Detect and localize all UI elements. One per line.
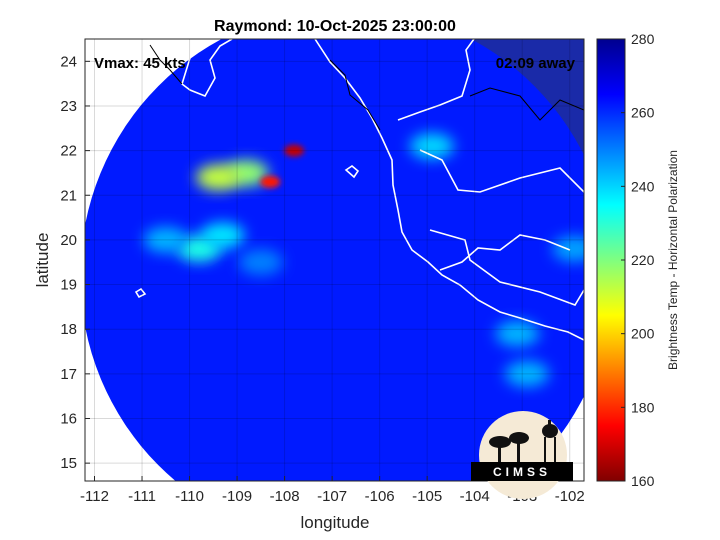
cimss-logo: CIMSS — [471, 411, 573, 499]
tb-feature — [196, 164, 241, 191]
y-tick-label: 18 — [60, 321, 77, 338]
colorbar-tick-label: 240 — [631, 178, 655, 194]
colorbar-tick-label: 260 — [631, 105, 655, 121]
y-tick-label: 16 — [60, 410, 77, 427]
y-tick-label: 23 — [60, 98, 77, 115]
tb-feature — [409, 133, 454, 160]
colorbar-label: Brightness Temp - Horizontal Polarizatio… — [666, 150, 680, 370]
grid-lines — [85, 39, 584, 481]
tb-feature — [284, 144, 305, 157]
x-tick-label: -109 — [222, 488, 252, 505]
x-tick-label: -107 — [317, 488, 347, 505]
swath-ellipse — [85, 39, 584, 481]
y-tick-label: 15 — [60, 455, 77, 472]
tb-feature — [238, 249, 283, 276]
x-tick-label: -112 — [80, 488, 109, 505]
tb-feature — [200, 222, 245, 249]
y-tick-label: 24 — [60, 53, 77, 70]
y-tick-label: 22 — [60, 143, 77, 160]
y-tick-label: 17 — [60, 366, 77, 383]
y-tick-label: 21 — [60, 187, 77, 204]
x-axis-label: longitude — [300, 513, 369, 532]
time-away-annotation: 02:09 away — [496, 55, 576, 72]
axes-box — [84, 38, 585, 482]
cimss-logo-text: CIMSS — [493, 465, 551, 479]
tb-feature — [143, 226, 188, 253]
colorbar-tick-label: 180 — [631, 399, 655, 415]
x-tick-label: -102 — [555, 488, 585, 505]
x-tick-label: -104 — [460, 488, 490, 505]
tb-feature — [504, 360, 549, 387]
vmax-annotation: Vmax: 45 kts — [94, 55, 186, 72]
x-tick-label: -110 — [175, 488, 204, 505]
coastlines — [134, 39, 584, 341]
x-tick-label: -108 — [270, 488, 300, 505]
colorbar-tick-label: 200 — [631, 326, 655, 342]
x-tick-label: -105 — [412, 488, 442, 505]
colorbar-tick-label: 280 — [631, 31, 655, 47]
y-tick-label: 19 — [60, 277, 77, 294]
y-axis-label: latitude — [33, 233, 52, 288]
colorbar-tick-label: 220 — [631, 252, 655, 268]
tb-feature — [260, 175, 281, 188]
y-axis-ticks: 15 16 17 18 19 20 21 22 23 24 — [60, 53, 90, 472]
x-tick-label: -106 — [365, 488, 395, 505]
x-tick-label: -111 — [128, 488, 156, 505]
chart-title: Raymond: 10-Oct-2025 23:00:00 — [214, 18, 456, 35]
colorbar-ticks: 160 180 200 220 240 260 280 — [621, 31, 655, 489]
land-borders — [149, 44, 584, 131]
tb-feature — [495, 320, 540, 347]
y-tick-label: 20 — [60, 232, 77, 249]
colorbar-tick-label: 160 — [631, 473, 655, 489]
colorbar — [596, 38, 626, 482]
